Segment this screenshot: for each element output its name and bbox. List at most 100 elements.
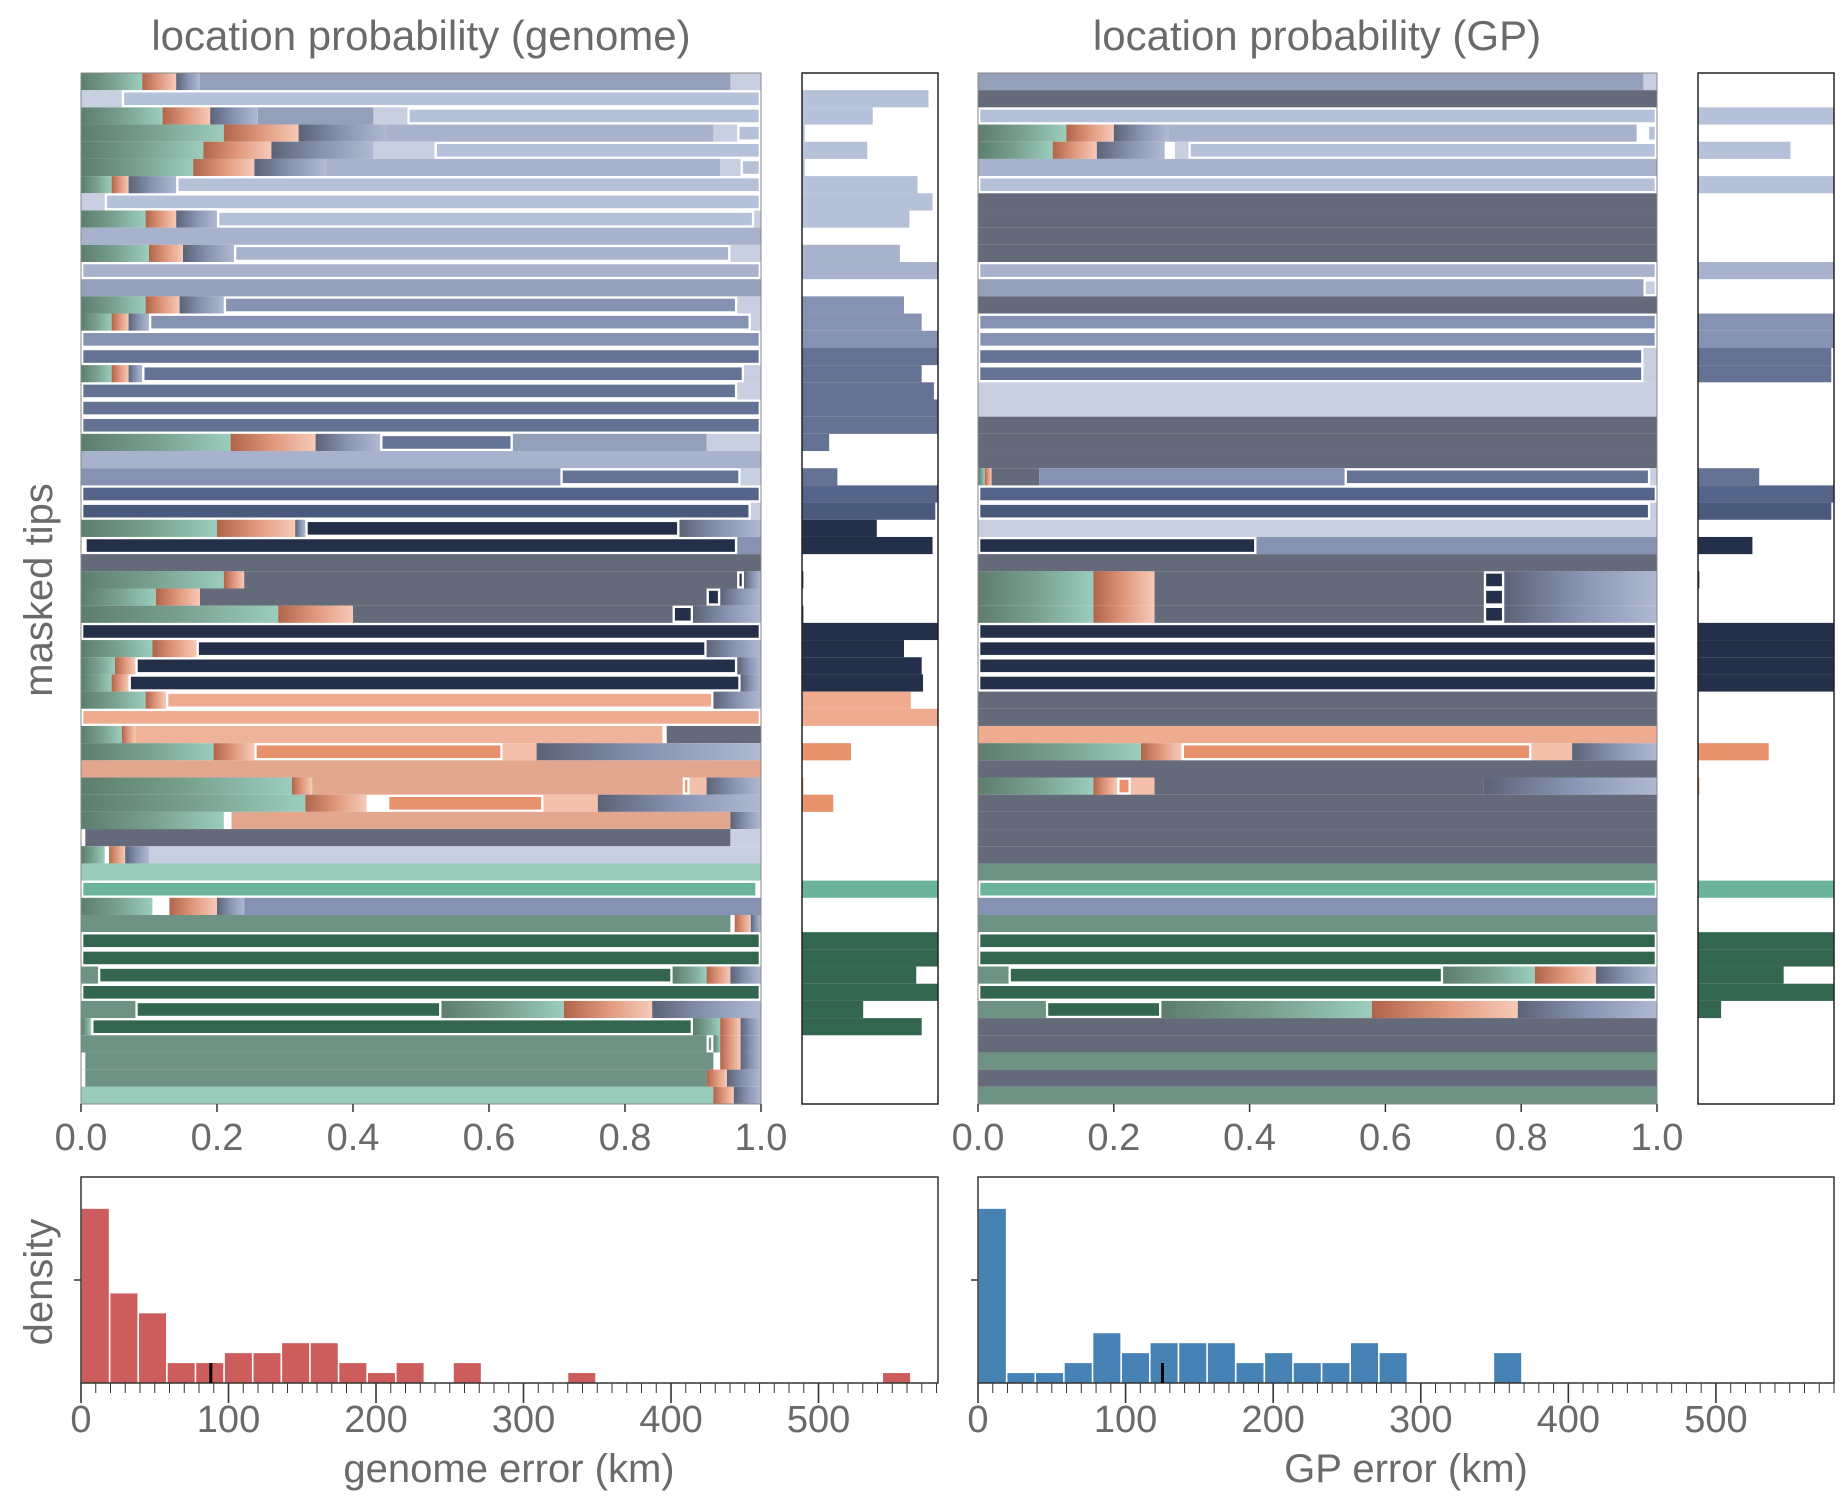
probability-segment <box>81 794 306 812</box>
true-location-box <box>978 657 1657 675</box>
x-tick-label: 300 <box>1389 1399 1452 1441</box>
tip-row <box>978 1035 1657 1053</box>
probability-segment <box>230 433 316 452</box>
probability-segment <box>145 691 166 709</box>
probability-segment <box>312 777 683 795</box>
tip-row <box>978 897 1657 915</box>
tip-row <box>978 966 1657 984</box>
histogram-bar <box>1036 1373 1064 1383</box>
probability-segment <box>978 897 1657 915</box>
tip-row <box>978 124 1657 142</box>
true-location-box <box>706 1035 714 1053</box>
probability-segment <box>81 210 146 228</box>
probability-segment <box>115 657 136 675</box>
true-location-probability-bar <box>802 966 917 984</box>
y-axis-label-masked-tips: masked tips <box>17 483 61 696</box>
probability-segment <box>978 451 1657 469</box>
probability-segment <box>81 914 731 933</box>
tip-row <box>978 725 1657 744</box>
tip-row <box>978 176 1657 194</box>
x-tick-label: 0.8 <box>599 1117 652 1159</box>
histogram-bar <box>1093 1333 1121 1383</box>
tip-row <box>978 605 1657 623</box>
true-location-box <box>254 743 503 761</box>
probability-segment <box>733 1086 761 1104</box>
true-location-probability-bar <box>802 743 851 761</box>
probability-segment <box>1371 1000 1518 1019</box>
histogram-bar <box>1293 1363 1321 1383</box>
tip-row <box>81 897 761 915</box>
true-location-probability-bar <box>802 158 805 177</box>
probability-segment <box>325 158 721 177</box>
true-location-box <box>166 691 714 709</box>
tip-row <box>978 794 1657 812</box>
probability-segment <box>81 640 153 658</box>
true-location-box <box>560 468 741 486</box>
tip-row <box>81 811 761 830</box>
tip-row <box>81 399 761 417</box>
probability-segment <box>1595 966 1657 984</box>
probability-segment <box>1643 347 1657 366</box>
probability-segment <box>81 158 194 177</box>
probability-segment <box>730 244 761 263</box>
probability-segment <box>203 141 272 159</box>
true-location-box <box>81 1069 86 1087</box>
probability-segment <box>750 914 761 933</box>
probability-segment <box>730 966 761 984</box>
probability-segment <box>1154 605 1484 623</box>
tip-row <box>978 657 1657 675</box>
tip-row <box>81 124 761 142</box>
probability-segment <box>162 107 211 125</box>
true-location-probability-bar <box>1698 347 1832 366</box>
probability-panel-genome <box>81 73 761 1104</box>
histogram-bar <box>568 1373 596 1383</box>
histogram-bar <box>1064 1363 1092 1383</box>
probability-segment <box>1093 571 1155 589</box>
histogram-bar <box>167 1363 195 1383</box>
probability-segment <box>597 794 761 812</box>
true-location-box <box>104 846 110 864</box>
histogram-bar <box>1379 1353 1407 1383</box>
tip-row <box>81 605 761 623</box>
probability-segment <box>730 73 761 91</box>
probability-segment <box>1174 141 1189 159</box>
probability-segment <box>978 227 1657 245</box>
probability-segment <box>81 691 146 709</box>
true-location-probability-bar <box>1698 502 1832 520</box>
true-location-probability-bar <box>1698 107 1834 125</box>
true-location-box <box>978 537 1257 555</box>
true-location-probability-bar <box>802 210 910 228</box>
probability-segment <box>978 743 1141 761</box>
true-location-box <box>978 949 1657 967</box>
true-location-panel-gp <box>1698 107 1834 1019</box>
probability-segment <box>706 1069 727 1087</box>
tip-row <box>81 1086 761 1104</box>
true-location-probability-bar <box>1698 485 1834 503</box>
probability-segment <box>278 605 353 623</box>
probability-segment <box>978 210 1657 228</box>
tip-row <box>81 107 761 125</box>
probability-segment <box>1168 124 1637 142</box>
probability-segment <box>145 296 180 314</box>
histogram-bar <box>978 1208 1006 1383</box>
probability-segment <box>210 107 258 125</box>
tip-row <box>81 382 761 400</box>
histogram-bar <box>1179 1343 1207 1383</box>
tip-row <box>81 468 761 486</box>
histogram-bar <box>1121 1353 1149 1383</box>
tip-row <box>978 330 1657 348</box>
probability-segment <box>128 365 143 383</box>
true-location-box <box>978 313 1657 331</box>
histogram-bar <box>1207 1343 1235 1383</box>
probability-segment <box>978 1035 1657 1053</box>
x-tick-label: 0.2 <box>191 1117 244 1159</box>
histogram-bar <box>139 1313 167 1383</box>
true-location-box <box>81 1052 86 1070</box>
probability-segment <box>978 846 1657 864</box>
tip-row <box>978 829 1657 847</box>
probability-segment <box>315 433 381 452</box>
probability-segment <box>536 743 761 761</box>
probability-segment <box>689 777 707 795</box>
probability-segment <box>978 90 1657 108</box>
